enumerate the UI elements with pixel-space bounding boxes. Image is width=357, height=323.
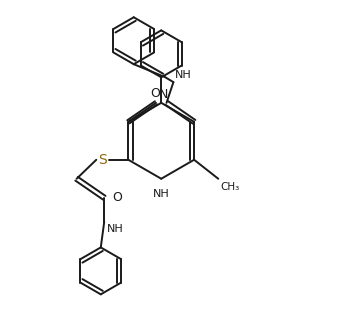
Text: N: N xyxy=(159,88,168,101)
Text: CH₃: CH₃ xyxy=(220,182,239,192)
Text: NH: NH xyxy=(153,189,170,199)
Text: NH: NH xyxy=(175,70,192,80)
Text: S: S xyxy=(98,153,107,167)
Text: O: O xyxy=(112,191,122,204)
Text: O: O xyxy=(150,87,160,100)
Text: NH: NH xyxy=(107,224,124,234)
